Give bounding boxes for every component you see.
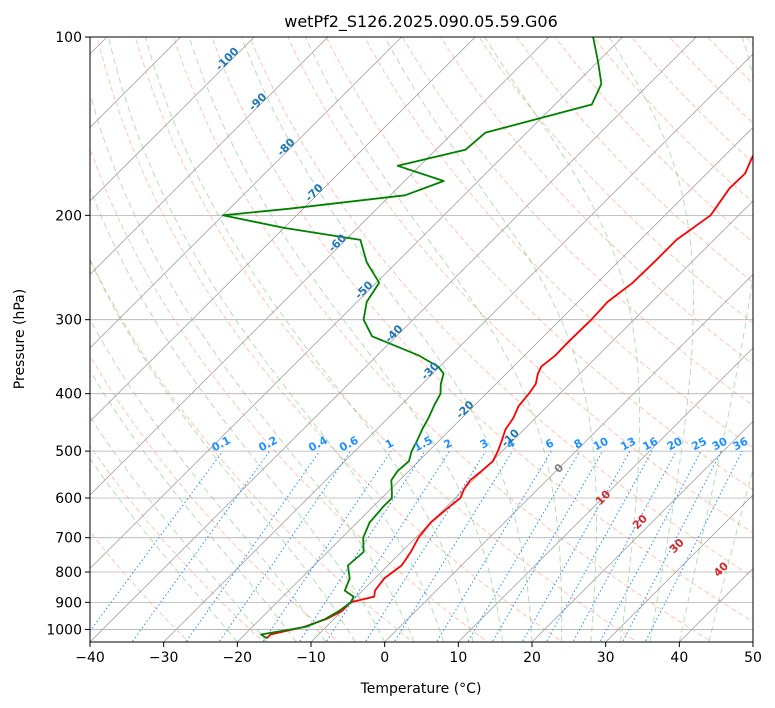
moist-adiabat-line bbox=[708, 467, 753, 642]
dry-adiabat-line bbox=[325, 37, 753, 491]
moist-adiabat-line bbox=[90, 369, 297, 642]
x-axis-ticks: −40 −30 −20 −10 0 10 20 30 40 50 bbox=[75, 642, 762, 666]
isotherm-line bbox=[237, 126, 753, 642]
mixing-ratio-line bbox=[599, 450, 702, 642]
y-tick-label: 900 bbox=[55, 595, 82, 611]
mixing-ratio-label: 36 bbox=[731, 435, 751, 454]
y-tick-label: 300 bbox=[55, 313, 82, 329]
y-tick-label: 500 bbox=[55, 444, 82, 460]
dry-adiabat-line bbox=[173, 37, 713, 642]
x-axis-label: Temperature (°C) bbox=[360, 681, 482, 697]
moist-adiabat-line bbox=[108, 37, 445, 642]
isotherm-line bbox=[90, 37, 476, 423]
isotherm-line bbox=[90, 37, 329, 275]
isotherm-line bbox=[90, 37, 255, 202]
dry-adiabat-line bbox=[440, 37, 753, 365]
plot-frame bbox=[89, 36, 754, 643]
mixing-ratio-line bbox=[90, 450, 224, 632]
x-tick-label: −40 bbox=[75, 650, 105, 666]
y-tick-label: 700 bbox=[55, 531, 82, 547]
x-tick-label: −10 bbox=[296, 650, 326, 666]
y-tick-label: 1000 bbox=[46, 622, 82, 638]
isotherm-line bbox=[531, 420, 753, 642]
y-tick-label: 800 bbox=[55, 565, 82, 581]
dry-adiabat-line bbox=[771, 24, 775, 645]
mixing-ratio-line bbox=[218, 450, 351, 642]
x-tick-label: 30 bbox=[597, 650, 615, 666]
moist-adiabat-line bbox=[678, 37, 753, 642]
mixing-ratio-line bbox=[521, 450, 631, 642]
isotherm-line bbox=[605, 494, 753, 642]
dry-adiabat-line bbox=[401, 37, 753, 406]
y-tick-label: 200 bbox=[55, 208, 82, 224]
moist-adiabat-line bbox=[90, 259, 356, 642]
moist-adiabat-line bbox=[608, 37, 695, 642]
mixing-ratio-line bbox=[491, 450, 603, 642]
mixing-ratio-line bbox=[644, 450, 743, 642]
mixing-ratio-line bbox=[298, 450, 426, 642]
dry-adiabat-line bbox=[249, 37, 753, 578]
moist-adiabat-line bbox=[90, 318, 327, 642]
isotherm-line bbox=[384, 273, 753, 642]
moist-adiabat-line bbox=[90, 415, 268, 642]
dewpoint-profile-line bbox=[221, 37, 603, 640]
isotherm-line bbox=[752, 641, 753, 642]
mixing-ratio-label: 25 bbox=[689, 435, 709, 454]
mixing-ratio-label: 20 bbox=[665, 434, 685, 453]
isotherm-line bbox=[310, 200, 753, 642]
isotherm-line bbox=[163, 53, 753, 642]
x-tick-label: 0 bbox=[380, 650, 389, 666]
moist-adiabat-line bbox=[188, 37, 503, 642]
y-tick-label: 400 bbox=[55, 387, 82, 403]
mixing-ratio-line bbox=[621, 450, 722, 642]
mixing-ratio-label: 30 bbox=[710, 435, 730, 454]
moist-adiabat-line bbox=[90, 457, 238, 642]
y-tick-label: 100 bbox=[55, 30, 82, 46]
temperature-profile-line bbox=[266, 154, 753, 639]
mixing-ratio-line bbox=[262, 450, 392, 642]
dry-adiabat-line bbox=[363, 37, 753, 448]
profile-series bbox=[221, 37, 753, 640]
y-tick-label: 600 bbox=[55, 491, 82, 507]
reference-lines bbox=[90, 24, 775, 645]
chart-title: wetPf2_S126.2025.090.05.59.G06 bbox=[284, 12, 558, 32]
x-tick-label: 40 bbox=[670, 650, 688, 666]
moist-adiabat-line bbox=[241, 37, 533, 642]
plot-background bbox=[90, 37, 753, 642]
mixing-ratio-line bbox=[572, 450, 677, 642]
isotherm-line bbox=[90, 37, 402, 349]
moist-adiabat-line bbox=[305, 37, 563, 642]
mixing-ratio-line bbox=[545, 450, 653, 642]
mixing-ratio-label: 16 bbox=[641, 435, 661, 454]
y-axis-label: Pressure (hPa) bbox=[12, 289, 28, 389]
mixing-ratio-line bbox=[185, 450, 321, 642]
moist-adiabat-line bbox=[384, 37, 597, 642]
x-tick-label: −30 bbox=[149, 650, 179, 666]
isotherm-line bbox=[458, 347, 753, 642]
y-axis-ticks: 100 200 300 400 500 600 700 800 900 1000 bbox=[46, 30, 90, 638]
dry-adiabat-line bbox=[287, 37, 753, 534]
isotherm-line bbox=[90, 37, 550, 496]
moist-adiabat-line bbox=[90, 187, 386, 642]
x-tick-label: −20 bbox=[223, 650, 253, 666]
moist-adiabat-line bbox=[484, 37, 641, 642]
x-tick-label: 10 bbox=[449, 650, 467, 666]
mixing-ratio-label: 13 bbox=[618, 435, 638, 454]
isotherm-line bbox=[90, 37, 623, 570]
isotherm-line bbox=[90, 37, 697, 642]
x-tick-label: 50 bbox=[744, 650, 762, 666]
mixing-ratio-line bbox=[435, 450, 552, 642]
mixing-ratio-label: 10 bbox=[591, 434, 611, 453]
x-tick-label: 20 bbox=[523, 650, 541, 666]
mixing-ratio-line bbox=[466, 450, 581, 642]
